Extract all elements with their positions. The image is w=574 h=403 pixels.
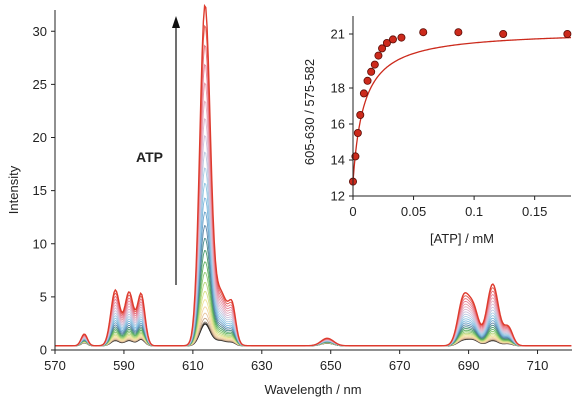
data-point bbox=[388, 35, 397, 44]
atp-annotation: ATP bbox=[136, 149, 163, 165]
main-y-tick-label: 15 bbox=[33, 183, 47, 198]
inset-x-tick-label: 0 bbox=[349, 204, 356, 219]
main-y-tick-label: 20 bbox=[33, 130, 47, 145]
atp-arrow-head bbox=[172, 16, 180, 28]
data-point bbox=[359, 89, 368, 98]
data-point bbox=[351, 152, 360, 161]
main-x-tick-label: 670 bbox=[389, 358, 411, 373]
main-y-tick-label: 10 bbox=[33, 236, 47, 251]
inset-y-axis-title: 605-630 / 575-582 bbox=[302, 59, 317, 165]
data-point bbox=[378, 44, 387, 53]
data-point bbox=[419, 28, 428, 37]
inset-y-tick-label: 14 bbox=[331, 153, 345, 168]
data-point bbox=[499, 29, 508, 38]
data-point bbox=[563, 29, 572, 38]
data-point bbox=[367, 67, 376, 76]
spectra-curves bbox=[55, 3, 572, 347]
inset-fit-curve bbox=[352, 36, 572, 182]
inset-x-tick-label: 0.1 bbox=[465, 204, 483, 219]
spectrum-line-26 bbox=[55, 3, 572, 347]
inset-x-tick-label: 0.15 bbox=[522, 204, 547, 219]
inset-y-tick-label: 18 bbox=[331, 81, 345, 96]
main-y-tick-label: 5 bbox=[40, 289, 47, 304]
data-point bbox=[382, 39, 391, 48]
inset-x-axis-title: [ATP] / mM bbox=[430, 231, 494, 246]
data-point bbox=[397, 33, 406, 42]
main-y-tick-label: 30 bbox=[33, 24, 47, 39]
inset-y-tick-label: 21 bbox=[331, 27, 345, 42]
main-x-tick-label: 710 bbox=[527, 358, 549, 373]
data-point bbox=[374, 51, 383, 60]
data-point bbox=[370, 60, 379, 69]
inset-y-ticks: 12 14 16 18 21 bbox=[331, 27, 353, 204]
main-x-axis-title: Wavelength / nm bbox=[264, 382, 361, 397]
data-point bbox=[454, 28, 463, 37]
inset-y-tick-label: 16 bbox=[331, 117, 345, 132]
fit-line bbox=[352, 36, 572, 182]
inset-x-ticks: 0 0.05 0.1 0.15 bbox=[349, 196, 547, 219]
main-y-ticks: 0 5 10 15 20 25 30 bbox=[33, 24, 55, 358]
main-x-tick-label: 610 bbox=[182, 358, 204, 373]
inset-x-tick-label: 0.05 bbox=[401, 204, 426, 219]
data-point bbox=[363, 76, 372, 85]
main-y-tick-label: 0 bbox=[40, 343, 47, 358]
main-x-tick-label: 570 bbox=[44, 358, 66, 373]
inset-points bbox=[348, 28, 572, 186]
main-plot: 570 590 610 630 650 670 690 710 0 5 10 15 20 25 30 Wa… bbox=[6, 3, 572, 397]
main-x-tick-label: 590 bbox=[113, 358, 135, 373]
main-x-tick-label: 650 bbox=[320, 358, 342, 373]
main-y-axis-title: Intensity bbox=[6, 165, 21, 214]
data-point bbox=[353, 128, 362, 137]
main-y-tick-label: 25 bbox=[33, 77, 47, 92]
main-x-tick-label: 630 bbox=[251, 358, 273, 373]
main-x-tick-label: 690 bbox=[458, 358, 480, 373]
inset-plot: 0 0.05 0.1 0.15 12 14 16 18 21 [ATP] / mM 605-6… bbox=[302, 16, 573, 246]
inset-y-tick-label: 12 bbox=[331, 189, 345, 204]
main-x-ticks: 570 590 610 630 650 670 690 710 bbox=[44, 350, 548, 373]
data-point bbox=[356, 111, 365, 120]
